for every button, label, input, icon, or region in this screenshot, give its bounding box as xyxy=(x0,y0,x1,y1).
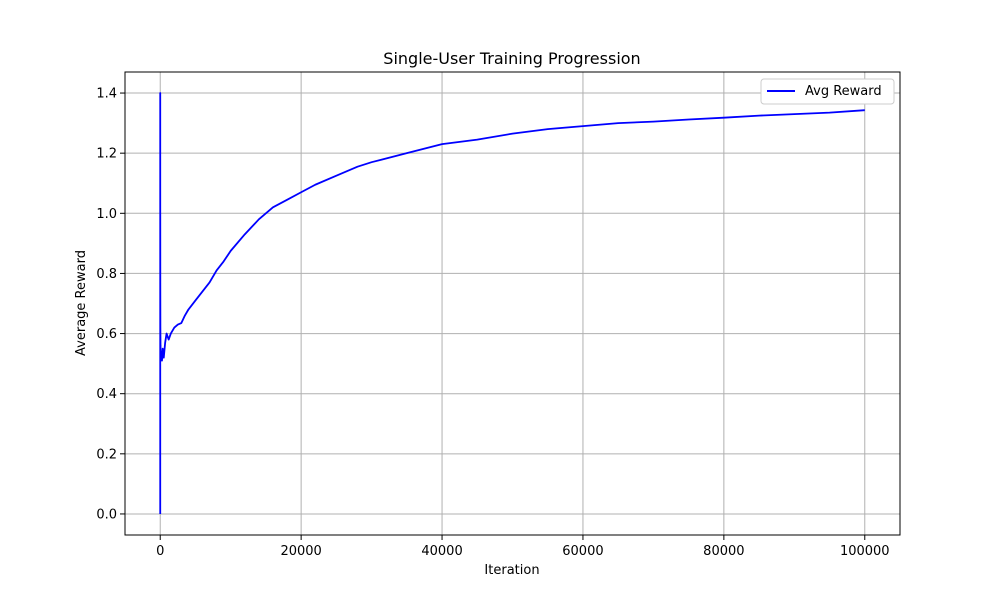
chart-title: Single-User Training Progression xyxy=(383,49,640,68)
x-tick-label: 0 xyxy=(156,544,164,559)
y-tick-label: 1.2 xyxy=(96,147,117,162)
y-tick-label: 0.8 xyxy=(96,267,117,282)
plot-frame xyxy=(124,71,901,536)
x-tick-label: 100000 xyxy=(840,544,890,559)
legend: Avg Reward xyxy=(760,78,895,105)
x-tick-label: 40000 xyxy=(421,544,462,559)
grid xyxy=(125,72,900,535)
y-tick-label: 0.2 xyxy=(96,447,117,462)
x-tick-label: 80000 xyxy=(703,544,744,559)
series-line-avg-reward xyxy=(159,92,865,514)
x-axis-ticks: 0 20000 40000 60000 80000 100000 xyxy=(156,535,890,559)
legend-box xyxy=(760,78,895,105)
y-tick-label: 0.0 xyxy=(96,507,117,522)
x-tick-label: 60000 xyxy=(562,544,603,559)
y-axis-ticks: 0.0 0.2 0.4 0.6 0.8 1.0 1.2 1.4 xyxy=(96,87,125,522)
y-tick-label: 1.0 xyxy=(96,207,117,222)
x-axis-label: Iteration xyxy=(484,563,539,578)
legend-label: Avg Reward xyxy=(805,84,882,99)
series-layer xyxy=(159,92,865,514)
y-tick-label: 1.4 xyxy=(96,87,117,102)
y-tick-label: 0.4 xyxy=(96,387,117,402)
x-tick-label: 20000 xyxy=(280,544,321,559)
y-tick-label: 0.6 xyxy=(96,327,117,342)
y-axis-label: Average Reward xyxy=(74,250,89,356)
